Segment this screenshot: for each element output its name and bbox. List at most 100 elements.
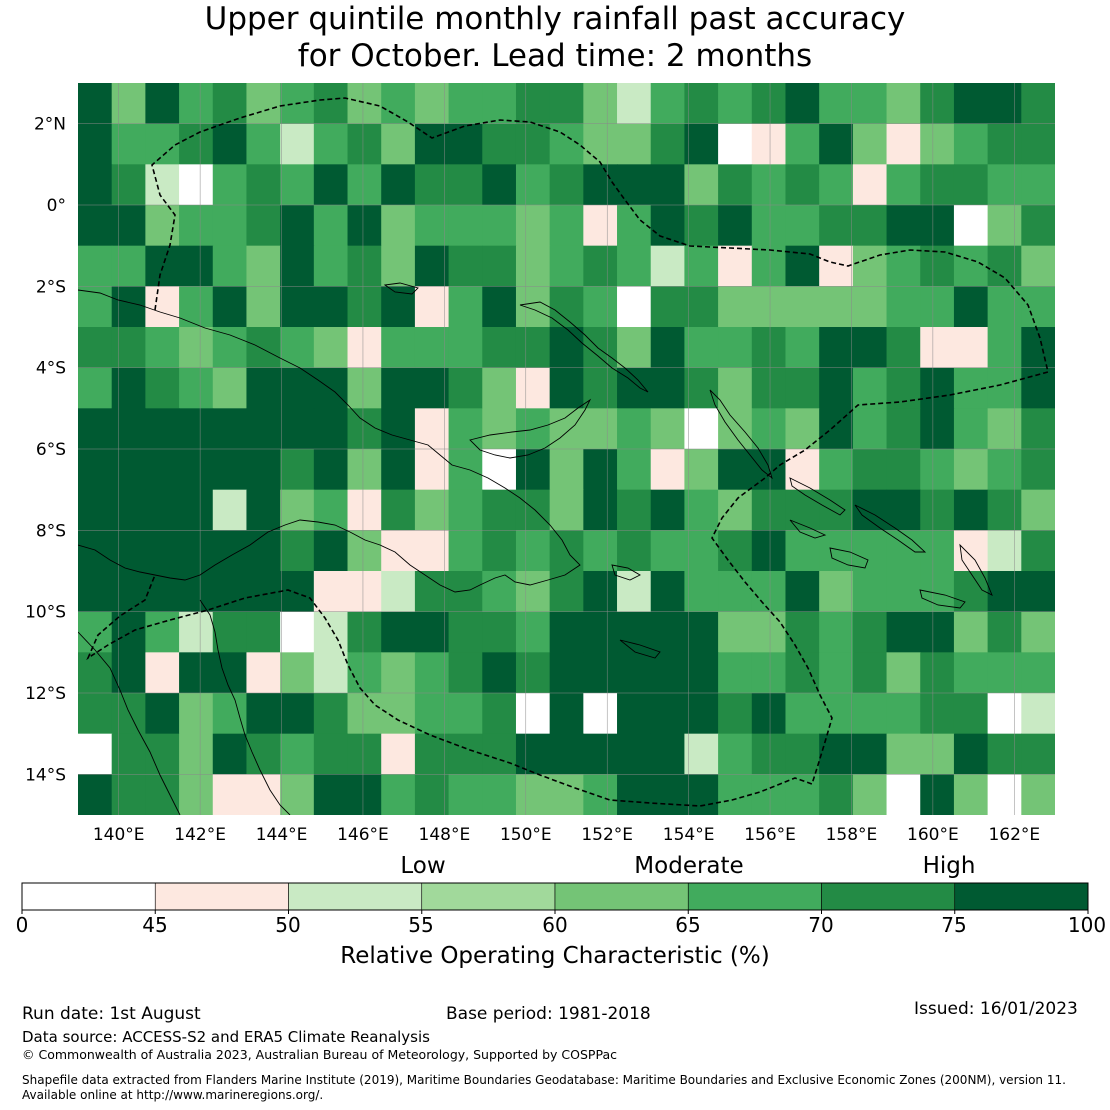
grid-cell: [549, 83, 584, 125]
grid-cell: [145, 530, 180, 572]
grid-cell: [684, 83, 719, 125]
grid-cell: [347, 367, 382, 409]
coastline-dentrecasteaux: [611, 564, 641, 581]
grid-cell: [145, 449, 180, 491]
grid-cell: [448, 489, 483, 531]
grid-cell: [78, 449, 113, 491]
grid-cell: [953, 449, 989, 491]
grid-cell: [212, 83, 248, 125]
grid-cell: [718, 530, 753, 572]
grid-cell: [482, 327, 517, 369]
grid-cell: [145, 164, 180, 206]
grid-cell: [987, 83, 1022, 125]
data-source: Data source: ACCESS-S2 and ERA5 Climate …: [22, 1028, 430, 1046]
grid-cell: [718, 611, 753, 653]
grid-cell: [953, 83, 989, 125]
grid-cell: [246, 530, 281, 572]
grid-cell: [819, 205, 854, 247]
grid-cell: [347, 164, 382, 206]
grid-cell: [313, 733, 349, 775]
grid-cell: [920, 449, 955, 491]
grid-cell: [347, 245, 382, 287]
grid-cell: [179, 611, 214, 653]
grid-cell: [684, 408, 719, 450]
grid-cell: [650, 123, 686, 165]
grid-cell: [381, 164, 416, 206]
grid-cell: [852, 83, 888, 125]
grid-cell: [852, 164, 888, 206]
grid-cell: [515, 530, 551, 572]
grid-cell: [549, 286, 584, 328]
grid-cell: [617, 205, 652, 247]
grid-cell: [78, 733, 113, 775]
grid-cell: [751, 286, 787, 328]
grid-cell: [448, 367, 483, 409]
grid-cell: [414, 245, 450, 287]
grid-cell: [617, 489, 652, 531]
grid-cell: [886, 408, 921, 450]
grid-cell: [212, 611, 248, 653]
grid-cell: [987, 327, 1022, 369]
grid-cell: [684, 611, 719, 653]
grid-cell: [987, 408, 1022, 450]
grid-cell: [920, 611, 955, 653]
grid-cell: [987, 245, 1022, 287]
grid-cell: [987, 733, 1022, 775]
grid-cell: [111, 164, 146, 206]
grid-cell: [313, 327, 349, 369]
grid-cell: [852, 205, 888, 247]
grid-cell: [751, 611, 787, 653]
grid-cell: [515, 733, 551, 775]
grid-cell: [1021, 611, 1055, 653]
grid-cell: [246, 327, 281, 369]
grid-cell: [650, 164, 686, 206]
grid-cell: [987, 449, 1022, 491]
colorbar-category-moderate: Moderate: [634, 853, 744, 879]
grid-cell: [987, 286, 1022, 328]
grid-cell: [852, 449, 888, 491]
grid-cell: [819, 693, 854, 735]
grid-cell: [145, 367, 180, 409]
grid-cell: [650, 611, 686, 653]
grid-cell: [414, 693, 450, 735]
grid-cell: [852, 286, 888, 328]
grid-cell: [381, 449, 416, 491]
grid-cell: [953, 774, 989, 815]
grid-cell: [1021, 733, 1055, 775]
eez-boundaries: [86, 97, 1049, 807]
colorbar-segment: [554, 882, 689, 911]
grid-cell: [78, 164, 113, 206]
grid-cell: [347, 449, 382, 491]
grid-cell: [313, 530, 349, 572]
grid-cell: [414, 774, 450, 815]
grid-cell: [718, 286, 753, 328]
grid-cell: [617, 83, 652, 125]
grid-cell: [886, 530, 921, 572]
grid-cell: [280, 245, 315, 287]
grid-cell: [650, 286, 686, 328]
grid-cell: [617, 774, 652, 815]
grid-cell: [718, 571, 753, 613]
grid-cell: [617, 164, 652, 206]
grid-cell: [145, 489, 180, 531]
grid-cell: [414, 652, 450, 694]
grid-cell: [515, 327, 551, 369]
grid-cell: [414, 205, 450, 247]
grid-cell: [583, 693, 618, 735]
grid-cell: [920, 489, 955, 531]
grid-cell: [280, 774, 315, 815]
lon-tick-label: 146°E: [337, 825, 389, 845]
grid-cell: [313, 571, 349, 613]
grid-cell: [583, 123, 618, 165]
colorbar-category-low: Low: [400, 853, 446, 879]
grid-cell: [212, 774, 248, 815]
grid-cell: [751, 205, 787, 247]
grid-cell: [448, 245, 483, 287]
grid-cell: [684, 327, 719, 369]
grid-cell: [448, 83, 483, 125]
grid-cell: [145, 83, 180, 125]
grid-cell: [852, 408, 888, 450]
grid-cell: [650, 449, 686, 491]
grid-cell: [718, 205, 753, 247]
grid-cell: [920, 571, 955, 613]
